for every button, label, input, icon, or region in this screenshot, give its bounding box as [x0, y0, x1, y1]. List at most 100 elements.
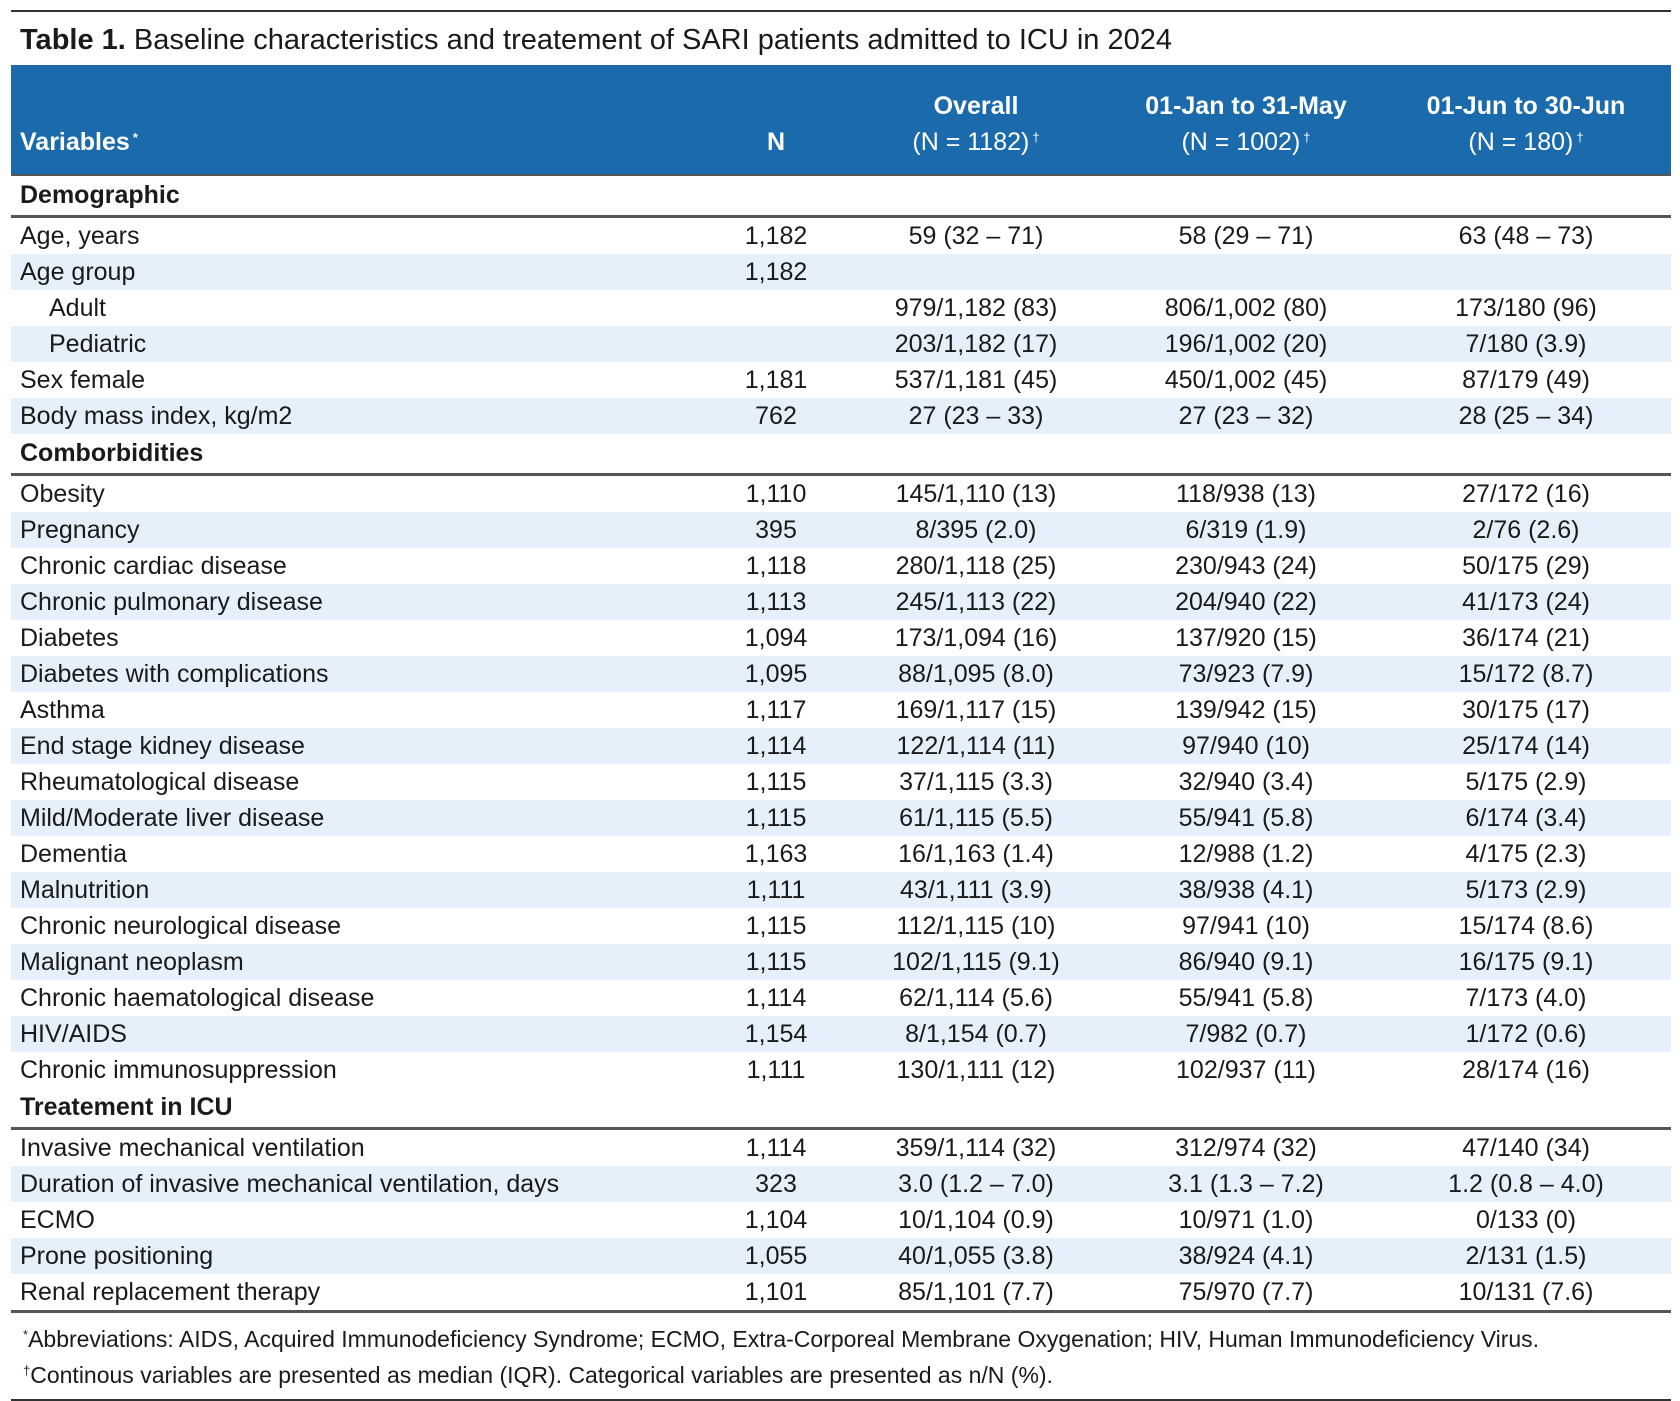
n-cell: 1,115	[745, 768, 807, 796]
period2-cell	[1381, 254, 1671, 290]
period2-cell: 7/173 (4.0)	[1465, 984, 1587, 1012]
n-cell: 1,113	[711, 584, 841, 620]
overall-cell: 245/1,113 (22)	[841, 584, 1111, 620]
period2-cell: 15/174 (8.6)	[1458, 912, 1594, 940]
overall-cell: 979/1,182 (83)	[894, 294, 1058, 322]
section-heading: Comborbidities	[11, 434, 1671, 476]
table-row: Rheumatological disease 1,115 37/1,115 (3.…	[11, 764, 1671, 800]
n-cell: 1,110	[745, 480, 807, 508]
table-row: Pediatric 203/1,182 (17) 196/1,002 (20) 7/1…	[11, 326, 1671, 362]
period1-cell: 102/937 (11)	[1176, 1056, 1316, 1084]
table-row: Invasive mechanical ventilation 1,114 359/…	[11, 1129, 1671, 1167]
variable-cell: Chronic pulmonary disease	[11, 584, 711, 620]
footnote-methods: †Continous variables are presented as me…	[23, 1362, 1053, 1388]
variable-cell: Sex female	[20, 366, 146, 394]
n-cell: 1,114	[745, 984, 807, 1012]
table-row: ECMO 1,104 10/1,104 (0.9) 10/971 (1.0) 0/133…	[11, 1202, 1671, 1238]
table-row: Chronic haematological disease 1,114 62/1,…	[11, 980, 1671, 1016]
period1-cell: 73/923 (7.9)	[1111, 656, 1381, 692]
variable-cell: Obesity	[20, 480, 105, 508]
header-period1-count: (N = 1002) †	[1181, 128, 1311, 156]
period1-cell: 38/938 (4.1)	[1111, 872, 1381, 908]
overall-cell: 43/1,111 (3.9)	[841, 872, 1111, 908]
table-header: Variables * N Overall (N = 1182) † 01-Jan …	[11, 65, 1671, 175]
overall-cell: 8/1,154 (0.7)	[841, 1016, 1111, 1052]
variable-cell: Mild/Moderate liver disease	[11, 800, 711, 836]
section-row: Comborbidities	[11, 434, 1671, 476]
period1-cell: 118/938 (13)	[1176, 480, 1316, 508]
table-row: Malnutrition 1,111 43/1,111 (3.9) 38/938 (4…	[11, 872, 1671, 908]
period2-cell: 50/175 (29)	[1462, 552, 1590, 580]
variable-cell: Adult	[49, 294, 106, 322]
overall-cell: 37/1,115 (3.3)	[899, 768, 1053, 796]
n-cell: 1,111	[746, 1056, 806, 1084]
period2-cell: 5/175 (2.9)	[1465, 768, 1587, 796]
n-cell: 1,114	[745, 1134, 807, 1162]
top-rule	[11, 10, 1671, 12]
n-cell: 1,115	[745, 912, 807, 940]
overall-cell: 88/1,095 (8.0)	[841, 656, 1111, 692]
variable-cell: Malnutrition	[11, 872, 711, 908]
variable-cell: Prone positioning	[11, 1238, 711, 1274]
header-overall: Overall (N = 1182) †	[841, 65, 1111, 175]
table-row: Sex female 1,181 537/1,181 (45) 450/1,002 (…	[11, 362, 1671, 398]
variable-cell: Body mass index, kg/m2	[11, 398, 711, 434]
variable-cell: Renal replacement therapy	[20, 1278, 321, 1306]
period2-cell: 10/131 (7.6)	[1458, 1278, 1594, 1306]
period2-cell: 16/175 (9.1)	[1381, 944, 1671, 980]
period1-cell: 7/982 (0.7)	[1111, 1016, 1381, 1052]
table-row: Adult 979/1,182 (83) 806/1,002 (80) 173/180…	[11, 290, 1671, 326]
variable-cell: Chronic immunosuppression	[20, 1056, 337, 1084]
overall-cell: 102/1,115 (9.1)	[841, 944, 1111, 980]
overall-cell: 62/1,114 (5.6)	[899, 984, 1053, 1012]
period2-cell: 5/173 (2.9)	[1381, 872, 1671, 908]
period1-cell: 27 (23 – 32)	[1111, 398, 1381, 434]
period2-cell: 63 (48 – 73)	[1458, 222, 1594, 250]
footnote-abbreviations: *Abbreviations: AIDS, Acquired Immunodef…	[23, 1326, 1540, 1352]
period1-cell: 10/971 (1.0)	[1178, 1206, 1314, 1234]
table-row: Duration of invasive mechanical ventilat…	[11, 1166, 1671, 1202]
overall-cell: 27 (23 – 33)	[841, 398, 1111, 434]
n-cell: 395	[711, 512, 841, 548]
table-row: Malignant neoplasm 1,115 102/1,115 (9.1) 86…	[11, 944, 1671, 980]
table-row: Mild/Moderate liver disease 1,115 61/1,115…	[11, 800, 1671, 836]
period1-cell: 230/943 (24)	[1175, 552, 1317, 580]
bottom-rule	[11, 1310, 1671, 1313]
period2-cell: 87/179 (49)	[1462, 366, 1590, 394]
variable-cell: Malignant neoplasm	[11, 944, 711, 980]
table-row: HIV/AIDS 1,154 8/1,154 (0.7) 7/982 (0.7) 1/1…	[11, 1016, 1671, 1052]
overall-cell	[841, 254, 1111, 290]
n-cell	[711, 290, 841, 326]
overall-cell: 145/1,110 (13)	[895, 480, 1057, 508]
period1-cell: 12/988 (1.2)	[1178, 840, 1314, 868]
n-cell: 323	[711, 1166, 841, 1202]
overall-cell: 59 (32 – 71)	[908, 222, 1044, 250]
header-period1-title: 01-Jan to 31-May	[1145, 92, 1347, 120]
table-row: Body mass index, kg/m2 762 27 (23 – 33) 27 …	[11, 398, 1671, 434]
variable-cell: ECMO	[20, 1206, 95, 1234]
header-overall-title: Overall	[933, 92, 1019, 120]
n-cell: 1,114	[711, 728, 841, 764]
header-period2: 01-Jun to 30-Jun (N = 180) †	[1381, 65, 1671, 175]
period2-cell: 173/180 (96)	[1455, 294, 1597, 322]
table-row: Renal replacement therapy 1,101 85/1,101 (…	[11, 1274, 1671, 1310]
header-period2-count: (N = 180) †	[1468, 128, 1584, 156]
variable-cell: Asthma	[20, 696, 105, 724]
variable-cell: Age group	[11, 254, 711, 290]
table-row: Age group 1,182	[11, 254, 1671, 290]
overall-cell: 61/1,115 (5.5)	[841, 800, 1111, 836]
n-cell: 1,181	[744, 366, 808, 394]
n-cell: 1,154	[711, 1016, 841, 1052]
variable-cell: Rheumatological disease	[20, 768, 300, 796]
n-cell: 1,182	[711, 254, 841, 290]
n-cell: 1,104	[744, 1206, 808, 1234]
data-table: Variables * N Overall (N = 1182) † 01-Jan …	[11, 65, 1671, 1310]
overall-cell: 3.0 (1.2 – 7.0)	[841, 1166, 1111, 1202]
n-cell: 1,101	[744, 1278, 808, 1306]
period1-cell: 806/1,002 (80)	[1164, 294, 1328, 322]
table-row: Diabetes 1,094 173/1,094 (16) 137/920 (15) 3…	[11, 620, 1671, 656]
overall-cell: 173/1,094 (16)	[894, 624, 1058, 652]
period1-cell: 450/1,002 (45)	[1164, 366, 1328, 394]
table-row: Dementia 1,163 16/1,163 (1.4) 12/988 (1.2) 4…	[11, 836, 1671, 872]
header-n: N	[711, 65, 841, 175]
